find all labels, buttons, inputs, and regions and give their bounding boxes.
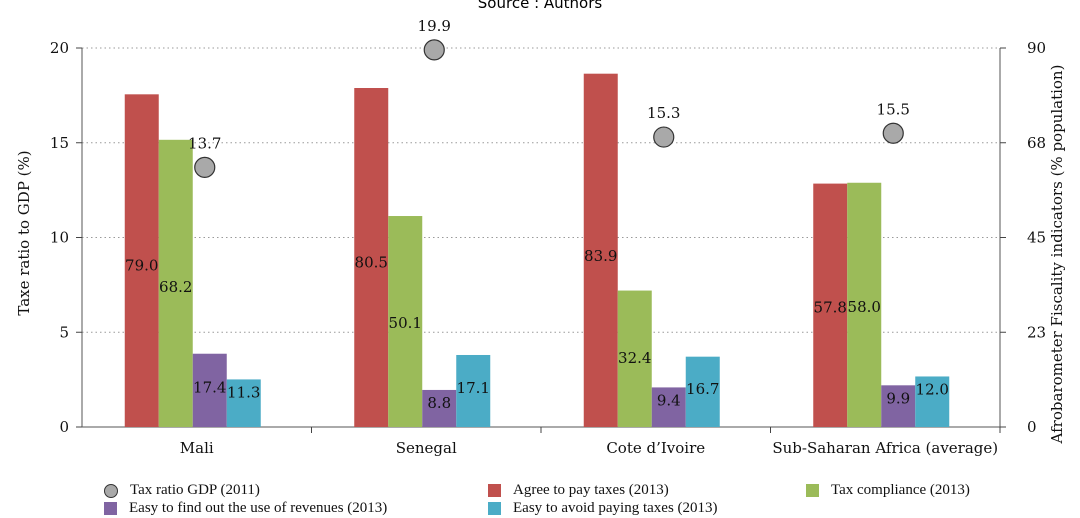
- point-value-label: 15.5: [877, 100, 910, 118]
- bar-value-label: 9.9: [886, 389, 910, 407]
- y-axis-left-label: Taxe ratio to GDP (%): [15, 150, 33, 315]
- legend-label: Easy to find out the use of revenues (20…: [129, 500, 388, 516]
- bar-labels: 79.068.2 17.4 11.3 80.5 50.1 8.8 17.1 83.9 32.4 9…: [125, 247, 949, 412]
- legend-swatch: [488, 502, 501, 515]
- point-labels: 13.7 19.9 15.3 15.5: [188, 17, 910, 152]
- bar-value-label: 17.4: [193, 379, 226, 397]
- legend-swatch: [104, 502, 117, 515]
- tax-ratio-point: [423, 39, 445, 61]
- legend-item-find-use: Easy to find out the use of revenues (20…: [104, 500, 387, 517]
- bar-value-label: 57.8: [814, 299, 847, 317]
- bar-value-label: 32.4: [618, 349, 651, 367]
- bar-value-label: 11.3: [227, 383, 260, 401]
- bar: [881, 385, 916, 427]
- bar: [813, 183, 848, 427]
- x-tick-label: Mali: [180, 439, 214, 457]
- bar-value-label: 80.5: [355, 254, 388, 272]
- bar: [158, 139, 193, 427]
- bar: [192, 353, 227, 427]
- source-caption: Source : Authors: [477, 0, 603, 12]
- y-left-tick-label: 20: [50, 39, 69, 57]
- legend-item-agree: Agree to pay taxes (2013): [488, 482, 669, 499]
- y-right-tick-label: 45: [1027, 229, 1046, 247]
- bar-value-label: 8.8: [427, 394, 451, 412]
- bar: [124, 94, 159, 428]
- bar: [685, 356, 720, 427]
- bar: [388, 216, 423, 427]
- y-right-tick-label: 90: [1027, 39, 1046, 57]
- y-left-tick-label: 15: [50, 134, 69, 152]
- legend-item-tax-ratio: Tax ratio GDP (2011): [104, 482, 260, 499]
- bar: [354, 88, 389, 427]
- legend-swatch: [806, 484, 819, 497]
- legend-label: Tax compliance (2013): [831, 482, 970, 498]
- bar: [617, 290, 652, 427]
- point-value-label: 15.3: [647, 104, 680, 122]
- y-left-tick-label: 10: [50, 229, 69, 247]
- points: [194, 39, 904, 178]
- bars: [124, 73, 950, 428]
- legend-swatch: [488, 484, 501, 497]
- bar-value-label: 9.4: [657, 391, 681, 409]
- y-right-tick-label: 23: [1027, 323, 1046, 341]
- bar: [847, 182, 882, 427]
- bar-value-label: 16.7: [686, 380, 719, 398]
- bar-value-label: 68.2: [159, 278, 192, 296]
- legend: Tax ratio GDP (2011) Agree to pay taxes …: [0, 480, 1080, 518]
- x-tick-label: Sub-Saharan Africa (average): [772, 439, 998, 457]
- bar-value-label: 17.1: [457, 379, 490, 397]
- tax-ratio-point: [653, 126, 675, 148]
- point-value-label: 19.9: [418, 17, 451, 35]
- bar-value-label: 12.0: [916, 380, 949, 398]
- legend-label: Agree to pay taxes (2013): [513, 482, 669, 498]
- legend-label: Tax ratio GDP (2011): [130, 482, 260, 498]
- legend-item-avoid: Easy to avoid paying taxes (2013): [488, 500, 718, 517]
- chart: 79.068.2 17.4 11.3 80.5 50.1 8.8 17.1 83.9 32.4 9…: [15, 17, 1066, 457]
- point-value-label: 13.7: [188, 134, 221, 152]
- bar: [456, 354, 491, 427]
- bar-value-label: 50.1: [389, 314, 422, 332]
- y-left-tick-label: 0: [59, 418, 69, 436]
- legend-dot-marker: [104, 483, 118, 498]
- tax-ratio-point: [194, 156, 216, 178]
- bar: [583, 73, 618, 427]
- ticks: 0 0 5 23 10 45 15 68 20 90 Mali Senegal Cote d’Ivoir…: [50, 39, 1046, 457]
- bar-value-label: 79.0: [125, 257, 158, 275]
- legend-item-compliance: Tax compliance (2013): [806, 482, 970, 499]
- tax-ratio-point: [882, 122, 904, 144]
- bar-value-label: 58.0: [848, 298, 881, 316]
- bar-value-label: 83.9: [584, 247, 617, 265]
- bar: [915, 376, 950, 427]
- y-left-tick-label: 5: [59, 323, 69, 341]
- legend-label: Easy to avoid paying taxes (2013): [513, 500, 718, 516]
- y-axis-right-label: Afrobarometer Fiscality indicators (% po…: [1048, 65, 1066, 445]
- y-right-tick-label: 68: [1027, 134, 1046, 152]
- bar: [422, 389, 457, 427]
- y-right-tick-label: 0: [1027, 418, 1037, 436]
- bar: [651, 387, 686, 427]
- x-tick-label: Cote d’Ivoire: [606, 439, 705, 457]
- x-tick-label: Senegal: [396, 439, 457, 457]
- bar: [226, 379, 261, 427]
